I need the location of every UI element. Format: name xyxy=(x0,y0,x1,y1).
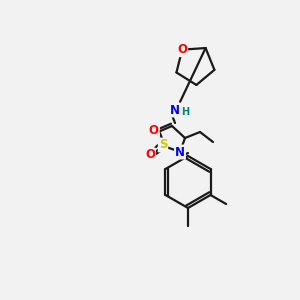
Text: O: O xyxy=(177,43,187,56)
Text: N: N xyxy=(175,146,185,158)
Text: N: N xyxy=(170,103,180,116)
Text: O: O xyxy=(145,148,155,161)
Text: S: S xyxy=(159,139,167,152)
Text: O: O xyxy=(148,124,158,137)
Text: H: H xyxy=(181,107,189,117)
Text: O: O xyxy=(149,125,159,139)
